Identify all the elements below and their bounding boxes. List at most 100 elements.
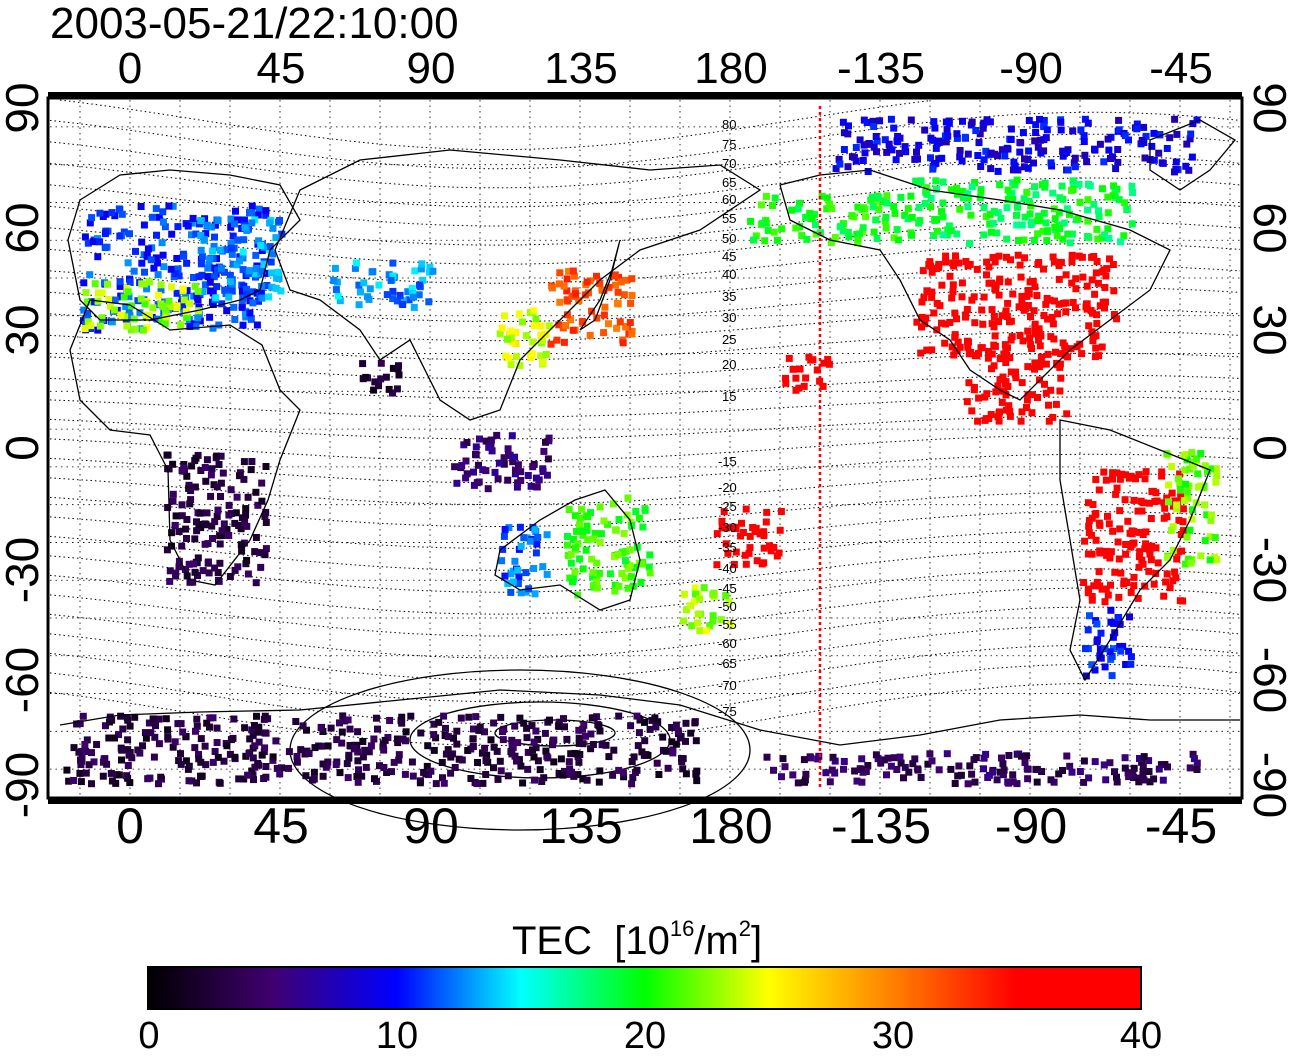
tec-cell [225, 501, 233, 509]
tec-cell [832, 165, 840, 173]
tec-cell [730, 525, 738, 533]
tec-cell [498, 557, 506, 565]
tec-cell [1176, 479, 1184, 487]
tec-cell [1042, 300, 1050, 308]
tec-cell [1109, 475, 1116, 483]
tec-cell [77, 761, 85, 768]
bottom-tick-label: 45 [253, 798, 309, 854]
tec-cell [874, 755, 882, 763]
tec-cell [627, 722, 635, 730]
tec-cell [1151, 498, 1159, 505]
tec-cell [108, 318, 116, 326]
tec-cell [507, 748, 515, 756]
tec-cell [226, 750, 234, 758]
tec-cell [1021, 759, 1029, 766]
tec-cell [1028, 345, 1036, 352]
tec-cell [1197, 552, 1205, 560]
tec-cell [588, 307, 596, 315]
tec-cell [88, 298, 96, 306]
tec-cell [227, 736, 235, 744]
tec-cell [998, 398, 1006, 406]
tec-cell [246, 309, 254, 317]
tec-cell [258, 282, 266, 290]
tec-cell [1093, 258, 1101, 265]
tec-cell [499, 736, 507, 744]
tec-cell [115, 205, 123, 213]
tec-cell [1109, 261, 1117, 268]
tec-cell [971, 319, 979, 327]
tec-cell [1013, 211, 1020, 219]
tec-cell [1114, 146, 1122, 153]
tec-cell [253, 712, 260, 720]
tec-cell [470, 725, 477, 733]
tec-cell [269, 224, 277, 232]
tec-cell [690, 598, 698, 606]
coastline-africa [69, 299, 301, 586]
tec-cell [124, 288, 132, 296]
tec-cell [563, 287, 571, 295]
tec-cell [626, 546, 634, 554]
tec-cell [1069, 127, 1077, 135]
tec-cell [457, 714, 465, 722]
tec-cell [831, 757, 839, 765]
tec-cell [825, 360, 833, 368]
tec-cell [225, 532, 233, 539]
tec-cell [877, 759, 885, 767]
tec-cell [416, 281, 423, 289]
bottom-tick-label: -45 [1144, 798, 1218, 854]
tec-cell [543, 570, 551, 578]
tec-cell [917, 774, 925, 781]
tec-cell [1006, 191, 1014, 199]
tec-cell [1007, 317, 1015, 325]
tec-cell [1031, 283, 1039, 291]
tec-cell [1150, 775, 1158, 783]
tec-cell [1072, 285, 1080, 293]
tec-cell [1177, 531, 1185, 538]
tec-cell [190, 560, 197, 568]
tec-cell [376, 762, 383, 770]
tec-cell [382, 373, 390, 381]
tec-cell [196, 509, 204, 517]
tec-cell [163, 546, 171, 554]
tec-cell [579, 775, 587, 783]
tec-cell [77, 778, 85, 786]
tec-cell [1139, 763, 1147, 771]
tec-cell [596, 280, 604, 287]
tec-cell [803, 235, 811, 243]
tec-cell [1040, 265, 1047, 273]
tec-cell [977, 187, 985, 195]
tec-cell [870, 143, 878, 151]
tec-cell [1107, 618, 1115, 626]
tec-cell [959, 194, 967, 202]
tec-cell [801, 776, 809, 784]
tec-cell [1109, 469, 1117, 477]
tec-cell [164, 733, 172, 741]
tec-cell [501, 526, 509, 533]
tec-cell [482, 757, 490, 765]
tec-cell [207, 492, 215, 500]
colorbar-quantity: TEC [512, 919, 592, 963]
tec-cell [1121, 496, 1129, 504]
tec-cell [482, 771, 490, 778]
contour-label: 30 [722, 310, 737, 325]
tec-cell [531, 590, 539, 598]
tec-cell [806, 210, 814, 218]
tec-cell [1183, 488, 1191, 496]
tec-cell [258, 267, 266, 275]
tec-cell [598, 741, 606, 749]
top-tick-label: 180 [694, 44, 768, 93]
tec-cell [269, 753, 277, 761]
tec-cell [1190, 462, 1197, 470]
tec-cell [1004, 195, 1012, 203]
tec-cell [1163, 494, 1171, 502]
magnetic-contour [49, 330, 1241, 361]
tec-cell [450, 734, 457, 742]
tec-cell [1102, 585, 1110, 593]
tec-cell [564, 541, 571, 549]
tec-cell [941, 339, 949, 347]
tec-cell [168, 529, 176, 537]
tec-cell [515, 310, 523, 318]
tec-cell [464, 747, 472, 754]
tec-cell [982, 750, 990, 758]
contour-label: -65 [718, 656, 737, 671]
